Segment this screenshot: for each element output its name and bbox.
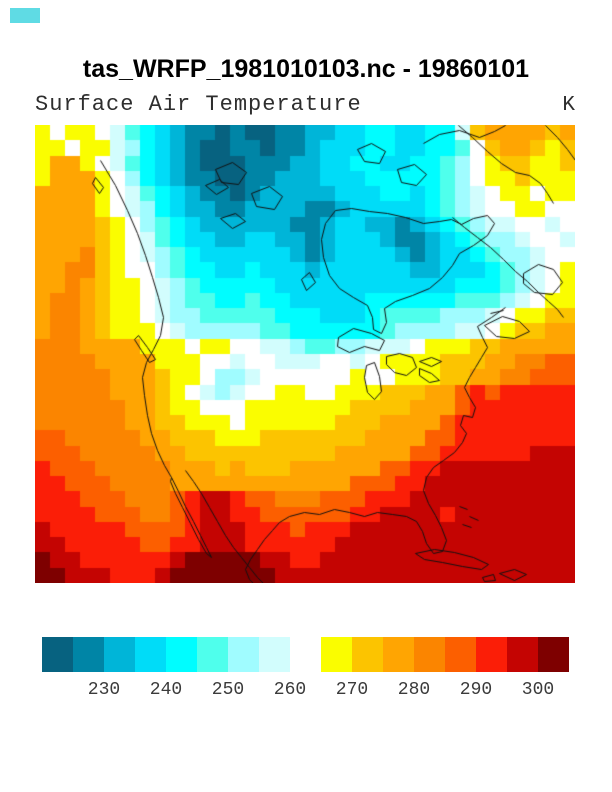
colorbar-cell: [259, 637, 290, 672]
colorbar-cell: [445, 637, 476, 672]
temperature-map: [35, 125, 575, 583]
colorbar-cell: [507, 637, 538, 672]
colorbar-cell: [135, 637, 166, 672]
colorbar-cell: [352, 637, 383, 672]
colorbar-cell: [476, 637, 507, 672]
colorbar-tick-label: 290: [459, 680, 493, 700]
colorbar-tick-label: 270: [335, 680, 369, 700]
units-label: K: [562, 94, 575, 117]
colorbar-cell: [538, 637, 569, 672]
colorbar-tick-label: 250: [211, 680, 245, 700]
colorbar-cell: [104, 637, 135, 672]
colorbar-tick-label: 260: [273, 680, 307, 700]
plot-title: tas_WRFP_1981010103.nc - 19860101: [82, 55, 530, 83]
colorbar-tick-label: 300: [521, 680, 555, 700]
colorbar-cell: [228, 637, 259, 672]
colorbar-cell: [42, 637, 73, 672]
colorbar-tick-label: 280: [397, 680, 431, 700]
plot-subtitle: Surface Air Temperature: [35, 92, 362, 117]
colorbar-ticks: 230 240 250 260 270 280 290 300: [42, 680, 569, 702]
colorbar: [42, 637, 569, 672]
colorbar-cell: [197, 637, 228, 672]
colorbar-cell: [290, 637, 321, 672]
colorbar-cell: [321, 637, 352, 672]
corner-marker: [10, 8, 40, 23]
subtitle-row: Surface Air Temperature K: [35, 92, 575, 117]
map-area: [35, 125, 575, 583]
colorbar-cell: [414, 637, 445, 672]
colorbar-cell: [166, 637, 197, 672]
colorbar-tick-label: 240: [149, 680, 183, 700]
colorbar-tick-label: 230: [87, 680, 121, 700]
colorbar-cell: [73, 637, 104, 672]
colorbar-cell: [383, 637, 414, 672]
